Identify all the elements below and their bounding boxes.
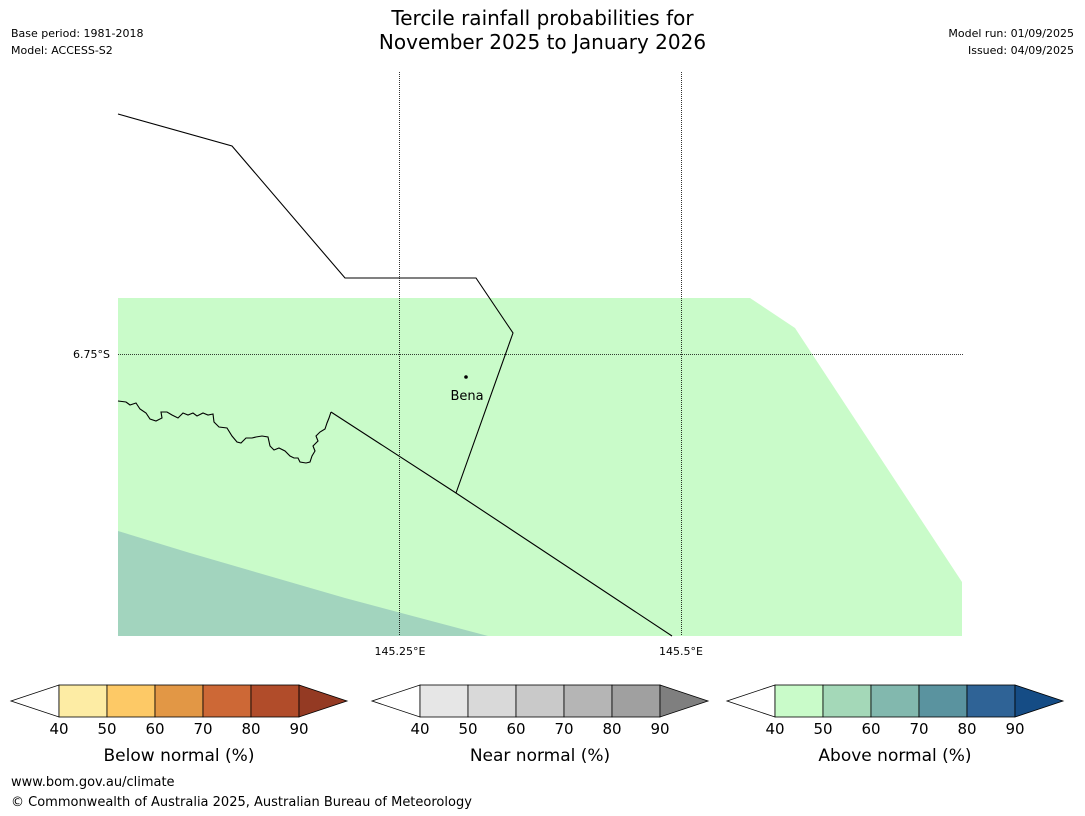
below-normal-colorbar-cell bbox=[202, 684, 252, 718]
longitude-tick-label-2: 145.5°E bbox=[659, 645, 703, 658]
above-normal-50-region bbox=[118, 298, 962, 636]
near-normal-colorbar-label: Near normal (%) bbox=[470, 746, 610, 766]
below-normal-tick-label: 60 bbox=[145, 720, 164, 738]
above-normal-colorbar-label: Above normal (%) bbox=[818, 746, 971, 766]
above-normal-tick-label: 70 bbox=[909, 720, 928, 738]
colorbar-legend: 40 50 60 70 80 90 Below normal (%) 40 50 60 70 80 9… bbox=[9, 684, 1065, 766]
below-normal-tick-label: 80 bbox=[241, 720, 260, 738]
above-normal-colorbar: 40 50 60 70 80 90 Above normal (%) bbox=[725, 684, 1065, 766]
above-normal-tick-label: 60 bbox=[861, 720, 880, 738]
above-normal-colorbar-cell bbox=[822, 684, 872, 718]
town-marker bbox=[464, 375, 468, 379]
province-boundary-north bbox=[117, 113, 514, 494]
above-normal-tick-label: 80 bbox=[957, 720, 976, 738]
below-normal-colorbar-cell bbox=[58, 684, 108, 718]
below-normal-under-triangle bbox=[9, 684, 60, 718]
near-normal-tick-label: 40 bbox=[410, 720, 429, 738]
title-line-1: Tercile rainfall probabilities for bbox=[391, 6, 694, 30]
near-normal-colorbar-cell bbox=[611, 684, 661, 718]
model-run: Model run: 01/09/2025 bbox=[948, 27, 1074, 40]
below-normal-colorbar-label: Below normal (%) bbox=[104, 746, 255, 766]
footer-copyright: © Commonwealth of Australia 2025, Austra… bbox=[11, 795, 472, 810]
below-normal-tick-label: 70 bbox=[193, 720, 212, 738]
province-boundary-south bbox=[330, 411, 673, 637]
above-normal-tick-label: 40 bbox=[765, 720, 784, 738]
near-normal-tick-label: 80 bbox=[602, 720, 621, 738]
near-normal-tick-label: 50 bbox=[458, 720, 477, 738]
above-normal-tick-label: 50 bbox=[813, 720, 832, 738]
below-normal-tick-label: 90 bbox=[289, 720, 308, 738]
left-metadata: Base period: 1981-2018 Model: ACCESS-S2 bbox=[11, 25, 143, 59]
model-name: Model: ACCESS-S2 bbox=[11, 44, 113, 57]
province-boundary-west bbox=[117, 400, 332, 464]
latitude-tick-label: 6.75°S bbox=[73, 348, 110, 361]
above-normal-colorbar-cell bbox=[918, 684, 968, 718]
near-normal-over-triangle bbox=[659, 684, 710, 718]
base-period: Base period: 1981-2018 bbox=[11, 27, 144, 40]
map-title: Tercile rainfall probabilities for Novem… bbox=[0, 6, 1085, 54]
above-normal-tick-label: 90 bbox=[1005, 720, 1024, 738]
near-normal-tick-label: 70 bbox=[554, 720, 573, 738]
near-normal-colorbar-cell bbox=[515, 684, 565, 718]
right-metadata: Model run: 01/09/2025 Issued: 04/09/2025 bbox=[948, 25, 1074, 59]
near-normal-tick-label: 60 bbox=[506, 720, 525, 738]
below-normal-tick-label: 50 bbox=[97, 720, 116, 738]
above-normal-60-region bbox=[118, 531, 488, 636]
footer-url: www.bom.gov.au/climate bbox=[11, 775, 175, 790]
near-normal-colorbar-cell bbox=[563, 684, 613, 718]
near-normal-colorbar-cell bbox=[419, 684, 469, 718]
near-normal-colorbar: 40 50 60 70 80 90 Near normal (%) bbox=[370, 684, 710, 766]
near-normal-under-triangle bbox=[370, 684, 421, 718]
above-normal-colorbar-cell bbox=[870, 684, 920, 718]
below-normal-colorbar-cell bbox=[154, 684, 204, 718]
above-normal-colorbar-cell bbox=[966, 684, 1016, 718]
above-normal-under-triangle bbox=[725, 684, 776, 718]
above-normal-colorbar-cell bbox=[774, 684, 824, 718]
near-normal-colorbar-cell bbox=[467, 684, 517, 718]
below-normal-over-triangle bbox=[298, 684, 349, 718]
above-normal-over-triangle bbox=[1014, 684, 1065, 718]
near-normal-tick-label: 90 bbox=[650, 720, 669, 738]
title-line-2: November 2025 to January 2026 bbox=[378, 30, 707, 54]
below-normal-colorbar-cell bbox=[250, 684, 300, 718]
town-label: Bena bbox=[450, 389, 483, 404]
below-normal-colorbar-cell bbox=[106, 684, 156, 718]
below-normal-colorbar: 40 50 60 70 80 90 Below normal (%) bbox=[9, 684, 349, 766]
issued-date: Issued: 04/09/2025 bbox=[967, 44, 1074, 57]
below-normal-tick-label: 40 bbox=[49, 720, 68, 738]
longitude-tick-label-1: 145.25°E bbox=[375, 645, 426, 658]
